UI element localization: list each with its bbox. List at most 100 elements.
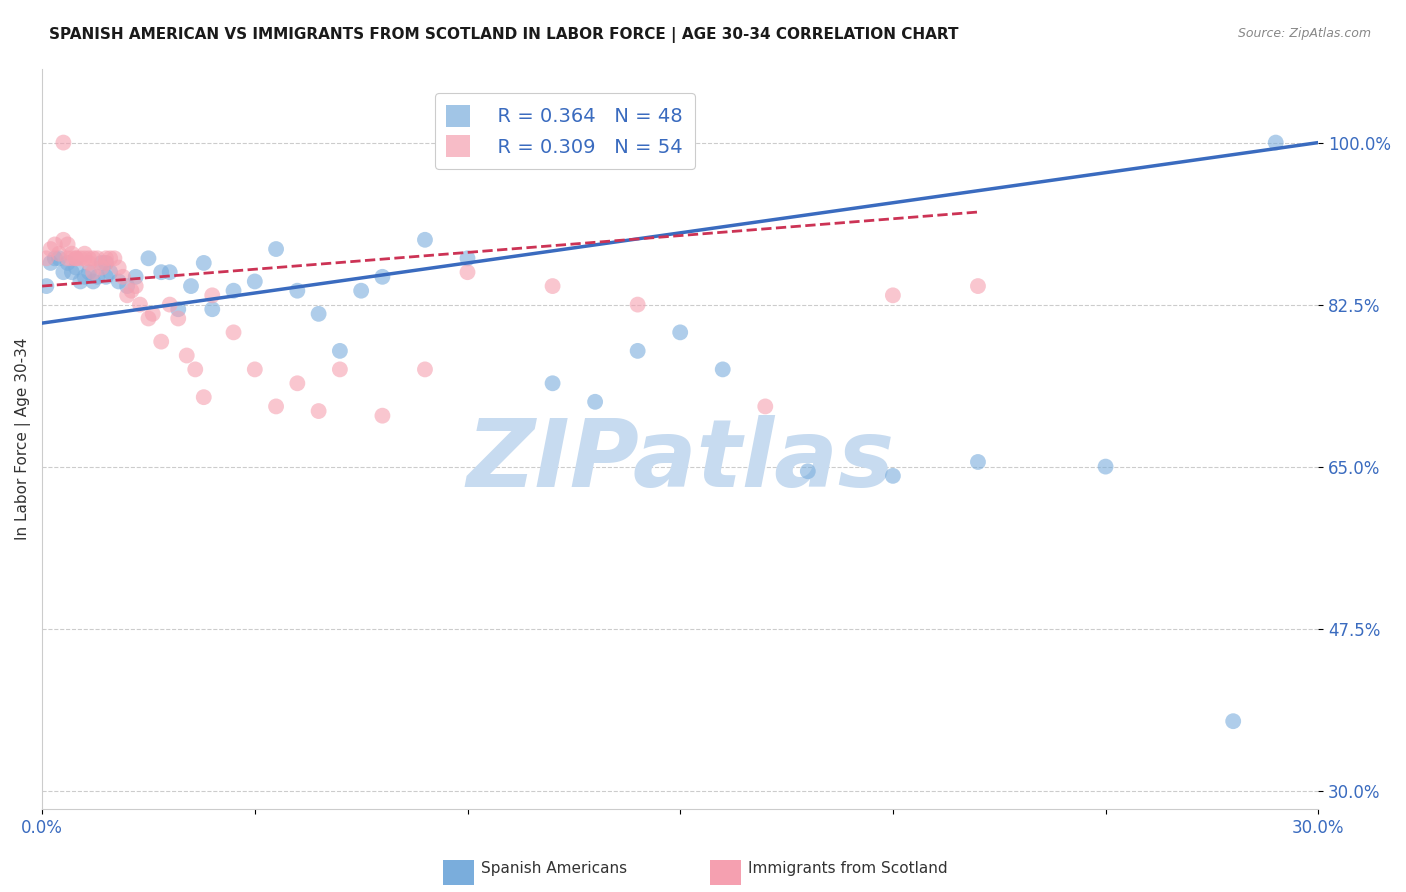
Point [541, 279, 564, 293]
Point [94, 269, 117, 284]
Point [120, 284, 142, 298]
Point [264, 400, 287, 414]
Point [138, 252, 160, 266]
Point [457, 265, 479, 279]
Point [69, 252, 91, 266]
Point [967, 455, 990, 469]
Point [82, 265, 104, 279]
Point [167, 302, 190, 317]
Point [56, 256, 79, 270]
Point [882, 468, 904, 483]
Point [56, 237, 79, 252]
Text: ZIPatlas: ZIPatlas [467, 415, 894, 507]
Point [48, 252, 70, 266]
Point [77, 252, 100, 266]
Point [98, 252, 121, 266]
Point [413, 362, 436, 376]
Point [797, 464, 820, 478]
Point [94, 256, 117, 270]
Point [201, 288, 224, 302]
Point [52, 136, 75, 150]
Text: Spanish Americans: Spanish Americans [481, 861, 627, 876]
Point [44, 252, 66, 266]
Point [264, 242, 287, 256]
Point [201, 302, 224, 317]
Point [90, 260, 112, 275]
Point [107, 260, 129, 275]
Point [65, 252, 87, 266]
Point [222, 284, 245, 298]
Point [111, 269, 134, 284]
Point [115, 279, 138, 293]
Point [159, 265, 181, 279]
Point [350, 284, 373, 298]
Point [669, 326, 692, 340]
Point [35, 279, 58, 293]
Point [371, 269, 394, 284]
Point [413, 233, 436, 247]
Point [39, 242, 62, 256]
Point [60, 246, 83, 260]
Point [90, 256, 112, 270]
Point [73, 269, 96, 284]
Point [1264, 136, 1286, 150]
Point [82, 252, 104, 266]
Point [65, 260, 87, 275]
Point [583, 394, 606, 409]
Point [77, 265, 100, 279]
Point [967, 279, 990, 293]
Point [329, 343, 352, 358]
Point [52, 233, 75, 247]
Point [541, 376, 564, 391]
Point [371, 409, 394, 423]
Point [150, 265, 173, 279]
Point [1094, 459, 1116, 474]
Point [882, 288, 904, 302]
Point [193, 256, 215, 270]
Point [176, 349, 198, 363]
Point [48, 246, 70, 260]
Point [73, 246, 96, 260]
Point [44, 237, 66, 252]
Point [184, 362, 207, 376]
Point [150, 334, 173, 349]
Point [711, 362, 734, 376]
Point [243, 362, 266, 376]
Point [285, 284, 308, 298]
Legend:   R = 0.364   N = 48,   R = 0.309   N = 54: R = 0.364 N = 48, R = 0.309 N = 54 [434, 93, 695, 169]
Text: Immigrants from Scotland: Immigrants from Scotland [748, 861, 948, 876]
Point [627, 297, 650, 311]
Point [56, 252, 79, 266]
Point [60, 265, 83, 279]
Point [329, 362, 352, 376]
Point [627, 343, 650, 358]
Point [129, 297, 152, 311]
Point [69, 275, 91, 289]
Point [52, 265, 75, 279]
Point [308, 404, 330, 418]
Point [115, 288, 138, 302]
Point [94, 256, 117, 270]
Point [86, 252, 108, 266]
Text: Source: ZipAtlas.com: Source: ZipAtlas.com [1237, 27, 1371, 40]
Point [73, 252, 96, 266]
Point [39, 256, 62, 270]
Point [159, 297, 181, 311]
Point [82, 275, 104, 289]
Point [77, 256, 100, 270]
Point [138, 311, 160, 326]
Point [86, 269, 108, 284]
Point [222, 326, 245, 340]
Point [35, 252, 58, 266]
Point [754, 400, 776, 414]
Point [98, 265, 121, 279]
Point [193, 390, 215, 404]
Point [60, 252, 83, 266]
Y-axis label: In Labor Force | Age 30-34: In Labor Force | Age 30-34 [15, 337, 31, 540]
Point [243, 275, 266, 289]
Point [1222, 714, 1244, 729]
Point [167, 311, 190, 326]
Point [103, 252, 125, 266]
Point [125, 269, 148, 284]
Point [142, 307, 165, 321]
